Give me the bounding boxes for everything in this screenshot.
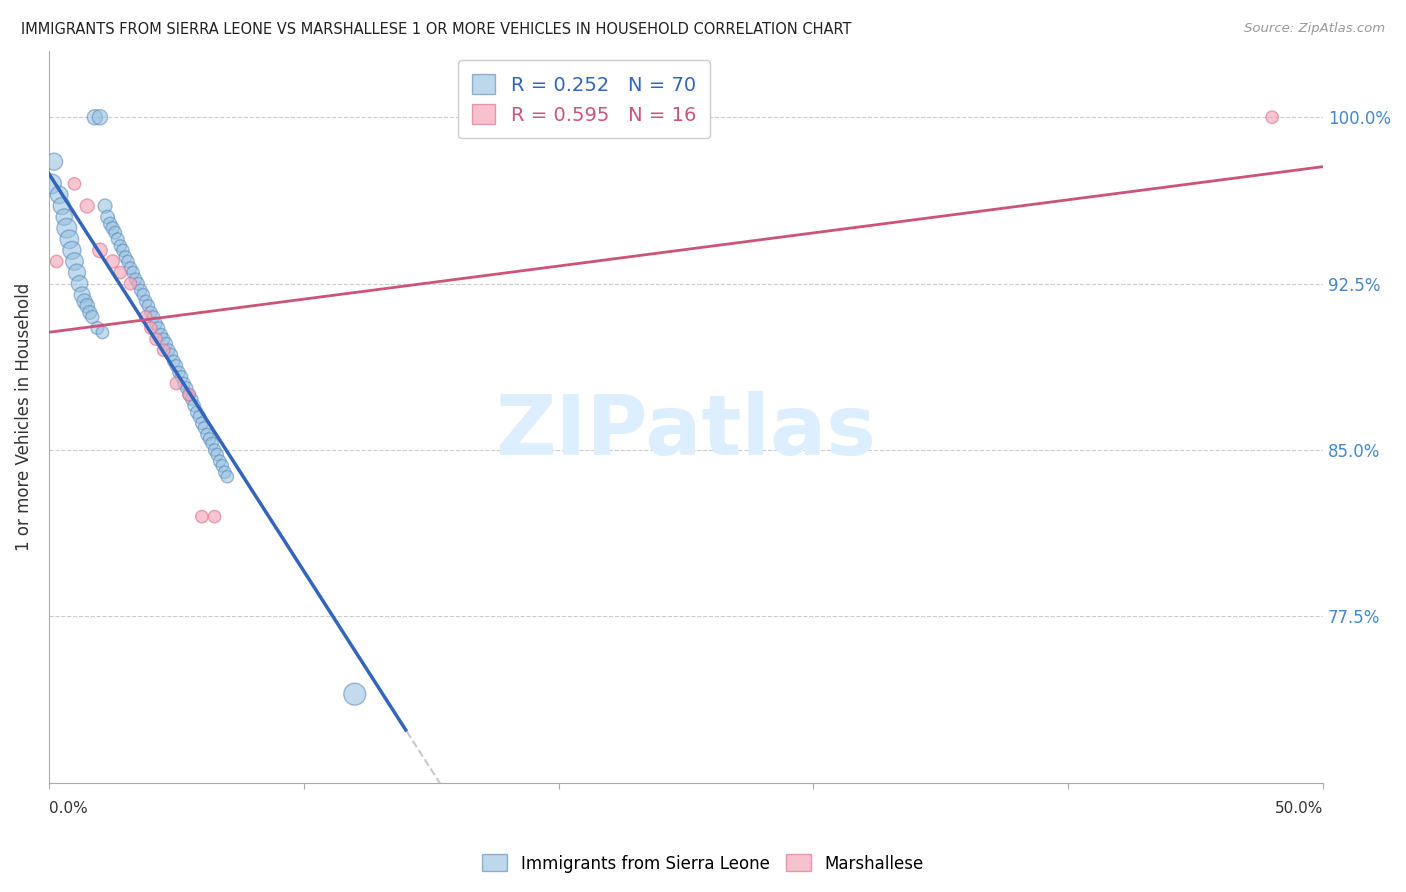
Point: [191, 417, 214, 431]
Point: [173, 376, 195, 391]
Point: [111, 244, 134, 258]
Y-axis label: 1 or more Vehicles in Household: 1 or more Vehicles in Household: [15, 283, 32, 551]
Point: [132, 287, 155, 301]
Point: [188, 409, 211, 424]
Point: [193, 421, 215, 435]
Point: [208, 454, 231, 468]
Point: [165, 359, 187, 373]
Point: [145, 332, 167, 346]
Point: [124, 272, 146, 286]
Point: [63, 254, 86, 268]
Point: [82, 310, 104, 324]
Point: [165, 376, 187, 391]
Point: [76, 199, 98, 213]
Point: [114, 250, 136, 264]
Text: ZIPatlas: ZIPatlas: [495, 391, 876, 472]
Point: [89, 244, 111, 258]
Point: [152, 332, 174, 346]
Point: [56, 221, 79, 235]
Point: [69, 277, 91, 291]
Point: [104, 226, 127, 240]
Point: [120, 277, 142, 291]
Point: [79, 305, 101, 319]
Point: [157, 343, 180, 358]
Point: [135, 294, 157, 309]
Point: [138, 299, 160, 313]
Point: [160, 348, 183, 362]
Legend: Immigrants from Sierra Leone, Marshallese: Immigrants from Sierra Leone, Marshalles…: [475, 847, 931, 880]
Point: [211, 458, 233, 473]
Point: [98, 217, 121, 231]
Point: [122, 266, 145, 280]
Text: 0.0%: 0.0%: [49, 801, 87, 815]
Point: [170, 369, 193, 384]
Text: Source: ZipAtlas.com: Source: ZipAtlas.com: [1244, 22, 1385, 36]
Point: [117, 254, 139, 268]
Point: [155, 336, 177, 351]
Point: [179, 387, 201, 401]
Point: [101, 221, 124, 235]
Point: [110, 239, 132, 253]
Point: [135, 310, 157, 324]
Point: [73, 294, 96, 309]
Point: [204, 509, 226, 524]
Point: [204, 443, 226, 458]
Point: [195, 427, 218, 442]
Point: [70, 287, 93, 301]
Text: IMMIGRANTS FROM SIERRA LEONE VS MARSHALLESE 1 OR MORE VEHICLES IN HOUSEHOLD CORR: IMMIGRANTS FROM SIERRA LEONE VS MARSHALL…: [21, 22, 852, 37]
Point: [214, 465, 236, 479]
Point: [94, 199, 117, 213]
Text: 50.0%: 50.0%: [1275, 801, 1323, 815]
Point: [89, 110, 111, 124]
Point: [163, 354, 186, 368]
Point: [51, 199, 73, 213]
Point: [76, 299, 98, 313]
Point: [139, 321, 162, 335]
Point: [201, 436, 224, 450]
Point: [139, 305, 162, 319]
Point: [217, 469, 239, 483]
Point: [83, 110, 105, 124]
Point: [148, 321, 170, 335]
Point: [42, 154, 65, 169]
Point: [198, 432, 221, 446]
Point: [101, 254, 124, 268]
Point: [97, 210, 120, 224]
Point: [142, 310, 165, 324]
Point: [150, 327, 173, 342]
Point: [91, 326, 114, 340]
Point: [343, 687, 366, 701]
Point: [145, 317, 167, 331]
Point: [127, 277, 149, 291]
Point: [63, 177, 86, 191]
Point: [191, 509, 214, 524]
Point: [129, 283, 152, 297]
Point: [53, 210, 76, 224]
Point: [41, 177, 63, 191]
Point: [179, 387, 201, 401]
Point: [152, 343, 174, 358]
Point: [183, 399, 205, 413]
Point: [120, 261, 142, 276]
Point: [66, 266, 89, 280]
Legend: R = 0.252   N = 70, R = 0.595   N = 16: R = 0.252 N = 70, R = 0.595 N = 16: [458, 61, 710, 138]
Point: [107, 232, 129, 246]
Point: [167, 366, 190, 380]
Point: [176, 381, 198, 395]
Point: [180, 392, 202, 406]
Point: [1261, 110, 1284, 124]
Point: [205, 448, 228, 462]
Point: [186, 405, 208, 419]
Point: [48, 188, 70, 202]
Point: [110, 266, 132, 280]
Point: [60, 244, 83, 258]
Point: [45, 254, 67, 268]
Point: [58, 232, 80, 246]
Point: [86, 321, 108, 335]
